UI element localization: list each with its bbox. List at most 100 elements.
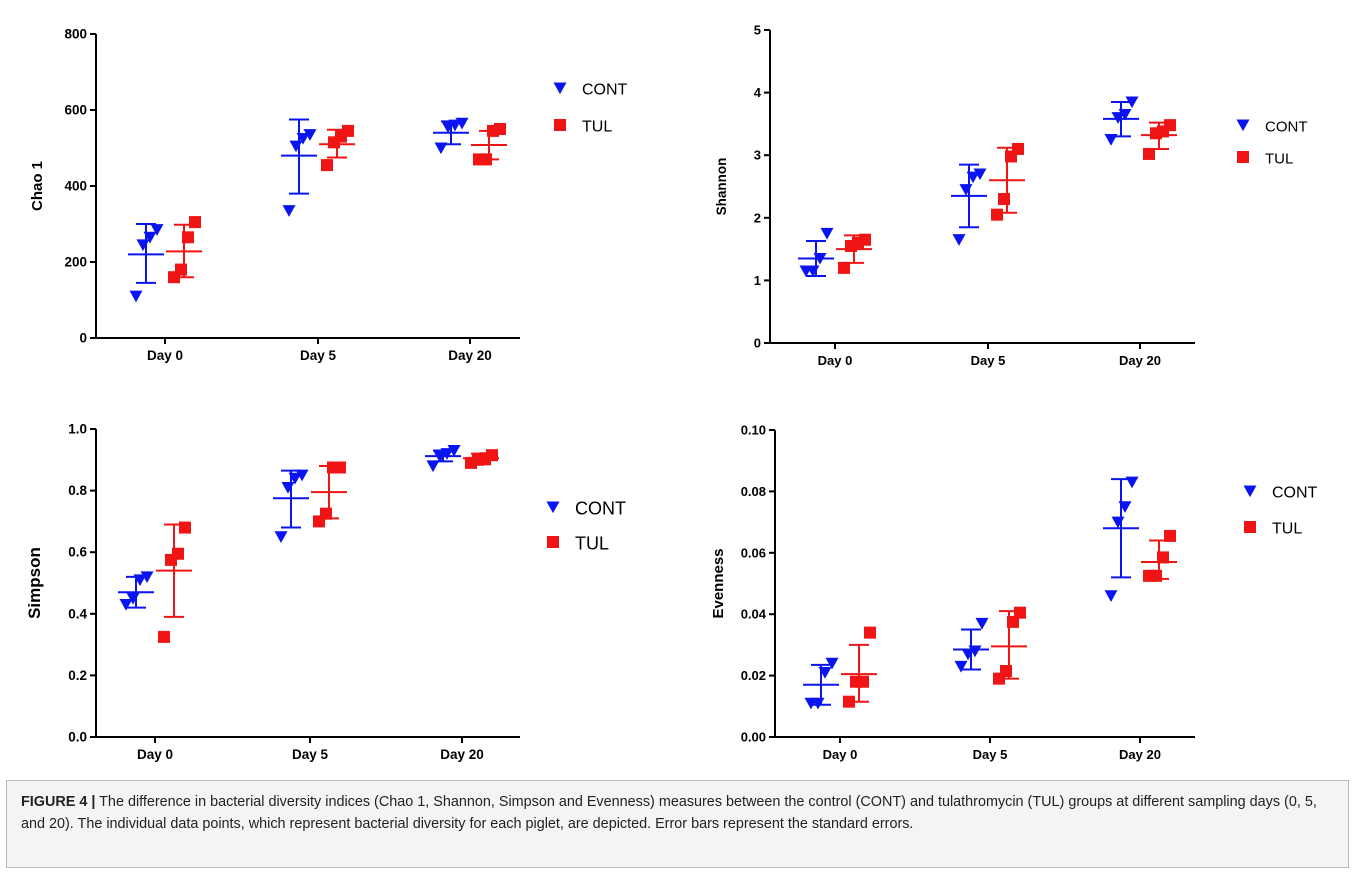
series-cont bbox=[128, 117, 469, 303]
data-point-tul bbox=[179, 521, 191, 534]
data-point-cont bbox=[975, 617, 989, 630]
data-point-tul bbox=[158, 630, 170, 643]
y-tick-label: 200 bbox=[64, 255, 87, 270]
y-axis-label: Shannon bbox=[714, 158, 729, 216]
legend-marker-cont bbox=[546, 501, 560, 514]
chart-panel-3: 0.0 0.2 0.4 0.6 0.8 1.0 Simpson Day 0 Day 5 Day 2… bbox=[25, 422, 626, 763]
legend-label-cont: CONT bbox=[1272, 485, 1318, 502]
y-tick-label: 0.0 bbox=[68, 730, 87, 745]
data-point-cont bbox=[303, 129, 317, 141]
y-tick-label: 4 bbox=[754, 85, 762, 100]
data-point-tul bbox=[1012, 142, 1024, 155]
x-tick-label: Day 20 bbox=[440, 747, 484, 762]
y-tick-label: 0.4 bbox=[68, 606, 87, 621]
y-tick-label: 600 bbox=[64, 103, 87, 118]
data-point-cont bbox=[289, 140, 303, 153]
y-tick-label: 0 bbox=[754, 336, 761, 351]
data-point-tul bbox=[334, 461, 346, 474]
legend-marker-cont bbox=[553, 82, 567, 95]
data-point-cont bbox=[136, 239, 150, 252]
data-point-tul bbox=[864, 626, 876, 639]
data-point-tul bbox=[859, 233, 871, 246]
x-tick-label: Day 5 bbox=[973, 747, 1008, 762]
legend: CONT TUL bbox=[1243, 485, 1318, 538]
legend-marker-tul bbox=[554, 119, 566, 131]
legend: CONT TUL bbox=[546, 498, 626, 553]
legend: CONT TUL bbox=[553, 82, 628, 136]
y-axis-label: Evenness bbox=[710, 548, 727, 618]
data-point-cont bbox=[447, 445, 461, 457]
x-tick-label: Day 0 bbox=[147, 348, 183, 363]
legend-marker-tul bbox=[1237, 151, 1249, 163]
legend-label-tul: TUL bbox=[1272, 521, 1302, 538]
caption-label: FIGURE 4 | bbox=[21, 794, 96, 810]
data-point-cont bbox=[952, 234, 966, 246]
data-point-cont bbox=[119, 599, 133, 611]
x-tick-label: Day 5 bbox=[292, 747, 329, 762]
legend: CONT TUL bbox=[1236, 118, 1308, 167]
series-cont bbox=[803, 476, 1139, 710]
data-point-cont bbox=[140, 571, 154, 584]
y-tick-label: 0.08 bbox=[741, 484, 766, 499]
data-point-cont bbox=[1104, 590, 1118, 602]
x-tick-label: Day 20 bbox=[1119, 747, 1161, 762]
chart-panel-1: 0 200 400 600 800 Chao 1 Day 0 Day 5 Day 20 CONT T… bbox=[29, 27, 628, 364]
y-tick-label: 0 bbox=[79, 331, 87, 346]
data-point-cont bbox=[282, 205, 296, 217]
legend-marker-tul bbox=[547, 536, 559, 548]
legend-marker-tul bbox=[1244, 521, 1256, 533]
data-point-tul bbox=[486, 449, 498, 462]
data-point-tul bbox=[342, 124, 354, 137]
data-point-cont bbox=[954, 660, 968, 673]
data-point-cont bbox=[426, 460, 440, 473]
data-point-cont bbox=[274, 531, 288, 543]
x-tick-label: Day 5 bbox=[300, 348, 337, 363]
data-point-cont bbox=[434, 142, 448, 155]
data-point-cont bbox=[825, 657, 839, 670]
data-point-cont bbox=[295, 469, 309, 482]
x-tick-label: Day 0 bbox=[823, 747, 858, 762]
data-point-cont bbox=[959, 184, 973, 196]
data-point-cont bbox=[973, 168, 987, 181]
y-tick-label: 400 bbox=[64, 179, 87, 194]
data-point-tul bbox=[494, 123, 506, 135]
y-tick-label: 2 bbox=[754, 210, 761, 225]
legend-label-cont: CONT bbox=[575, 498, 626, 518]
data-point-tul bbox=[1164, 529, 1176, 542]
x-tick-label: Day 0 bbox=[137, 747, 173, 762]
data-point-tul bbox=[998, 193, 1010, 206]
data-point-cont bbox=[1111, 516, 1125, 529]
legend-label-tul: TUL bbox=[575, 533, 609, 553]
data-point-cont bbox=[150, 224, 164, 236]
data-point-tul bbox=[838, 261, 850, 274]
data-point-tul bbox=[1164, 119, 1176, 132]
x-tick-label: Day 20 bbox=[1119, 353, 1161, 368]
data-point-tul bbox=[189, 216, 201, 229]
series-tul bbox=[156, 449, 499, 643]
caption-text: The difference in bacterial diversity in… bbox=[21, 794, 1317, 832]
data-point-tul bbox=[1150, 569, 1162, 582]
legend-label-tul: TUL bbox=[582, 119, 612, 136]
data-point-cont bbox=[281, 481, 295, 494]
x-tick-label: Day 5 bbox=[971, 353, 1006, 368]
legend-label-tul: TUL bbox=[1265, 150, 1293, 167]
series-cont bbox=[118, 445, 461, 611]
legend-marker-cont bbox=[1243, 485, 1257, 498]
y-tick-label: 5 bbox=[754, 23, 761, 38]
y-axis-label: Simpson bbox=[25, 547, 44, 619]
series-tul bbox=[841, 529, 1177, 708]
y-tick-label: 800 bbox=[64, 27, 87, 42]
y-tick-label: 0.6 bbox=[68, 545, 87, 560]
data-point-tul bbox=[1014, 606, 1026, 619]
legend-label-cont: CONT bbox=[582, 82, 628, 99]
data-point-tul bbox=[1143, 147, 1155, 160]
series-tul bbox=[836, 119, 1177, 274]
chart-panel-2: 0 1 2 3 4 5 Shannon Day 0 Day 5 Day 20 CONT TUL bbox=[714, 23, 1308, 369]
x-tick-label: Day 0 bbox=[818, 353, 853, 368]
y-tick-label: 1.0 bbox=[68, 422, 87, 437]
data-point-tul bbox=[175, 263, 187, 276]
figure-caption: FIGURE 4 | The difference in bacterial d… bbox=[6, 780, 1349, 868]
y-tick-label: 1 bbox=[754, 273, 761, 288]
series-tul bbox=[166, 123, 507, 284]
